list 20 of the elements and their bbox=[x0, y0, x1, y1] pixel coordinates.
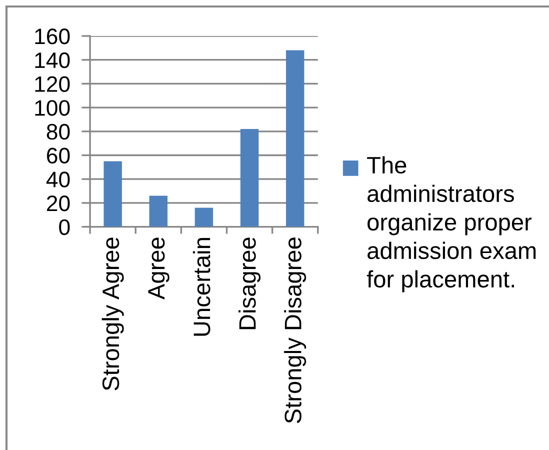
bar bbox=[286, 50, 304, 227]
x-tick-label: Strongly Disagree bbox=[284, 238, 306, 424]
legend-label: The administrators organize proper admission exam for placement. bbox=[366, 156, 536, 292]
y-tick-label: 60 bbox=[47, 148, 70, 164]
y-tick-label: 160 bbox=[35, 28, 70, 44]
y-tick-label: 0 bbox=[59, 219, 70, 236]
x-tick-label: Agree bbox=[148, 238, 170, 300]
y-tick-label: 140 bbox=[35, 52, 70, 68]
bar bbox=[104, 161, 122, 227]
y-tick-label: 100 bbox=[35, 100, 70, 116]
x-tick-label: Disagree bbox=[238, 238, 261, 330]
y-tick-label: 20 bbox=[46, 195, 70, 212]
x-tick-label: Strongly Agree bbox=[102, 238, 124, 390]
y-tick-label: 80 bbox=[46, 124, 70, 140]
bar bbox=[240, 129, 259, 227]
bar bbox=[194, 208, 214, 227]
y-tick-label: 40 bbox=[46, 172, 70, 188]
bar bbox=[149, 196, 168, 227]
y-tick-label: 120 bbox=[35, 76, 70, 92]
x-tick-label: Uncertain bbox=[192, 238, 210, 336]
